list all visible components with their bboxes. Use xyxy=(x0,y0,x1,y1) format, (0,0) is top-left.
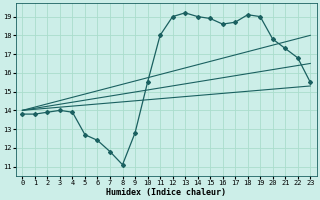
X-axis label: Humidex (Indice chaleur): Humidex (Indice chaleur) xyxy=(106,188,226,197)
